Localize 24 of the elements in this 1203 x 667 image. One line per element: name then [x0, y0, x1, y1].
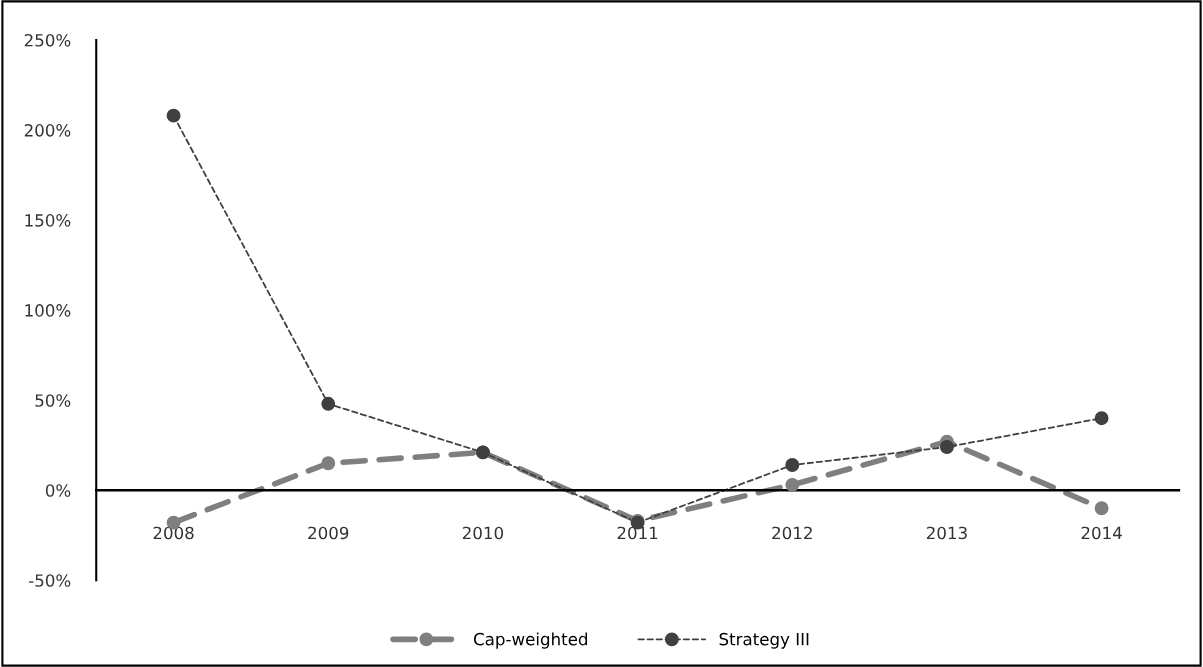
- y-tick-label: -50%: [29, 574, 71, 587]
- x-tick-label: 2014: [1081, 526, 1122, 540]
- x-tick-label: 2010: [462, 526, 504, 540]
- x-tick-label: 2009: [308, 526, 349, 540]
- x-tick-label: 2013: [926, 526, 967, 540]
- point: [785, 458, 800, 472]
- point: [939, 440, 954, 454]
- point: [1094, 501, 1109, 516]
- point: [785, 477, 800, 492]
- y-tick-label: 0%: [45, 484, 71, 497]
- y-tick-label: 250%: [24, 33, 71, 47]
- x-tick-label: 2011: [617, 526, 658, 540]
- point: [166, 108, 181, 123]
- y-tick-label: 50%: [35, 394, 71, 407]
- legend-label: Strategy III: [719, 632, 809, 649]
- y-tick-label: 150%: [25, 214, 71, 227]
- y-tick-label: 200%: [24, 124, 71, 137]
- point: [1094, 411, 1109, 426]
- point: [321, 396, 336, 411]
- legend-label: Cap-weighted: [473, 632, 587, 649]
- x-tick-label: 2012: [772, 526, 812, 540]
- y-tick-label: 100%: [25, 304, 71, 317]
- x-tick-label: 2008: [153, 526, 194, 540]
- point: [321, 456, 336, 471]
